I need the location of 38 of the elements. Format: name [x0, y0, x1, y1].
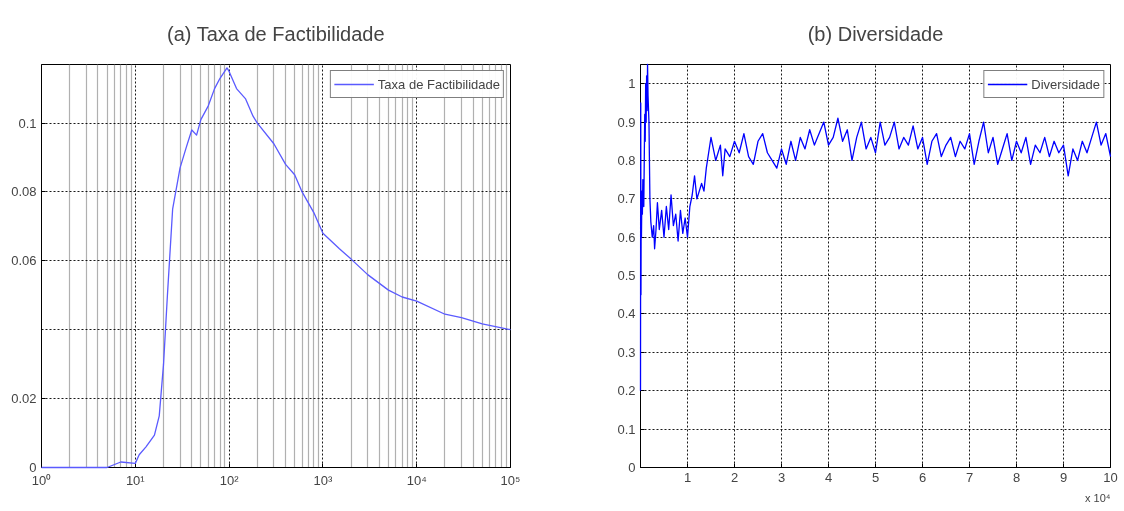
- x-tick-label: 7: [965, 469, 974, 485]
- y-tick-label: 0.5: [617, 268, 636, 284]
- x-tick-label: 8: [1012, 469, 1021, 485]
- y-tick-label: 0.06: [11, 253, 37, 269]
- x-tick-label: 6: [918, 469, 927, 485]
- y-tick-label: 1: [628, 76, 636, 92]
- x-tick-label: 10¹: [125, 472, 146, 488]
- y-tick-label: 0.7: [617, 191, 636, 207]
- x-tick-label: 3: [777, 469, 786, 485]
- x-tick-label: 1: [683, 469, 692, 485]
- x-tick-label: 10³: [313, 472, 333, 488]
- chart-title: (b) Diversidade: [807, 22, 944, 45]
- y-tick-label: 0.1: [617, 421, 636, 437]
- x-tick-label: 10⁰: [31, 472, 52, 488]
- y-tick-label: 0: [29, 460, 37, 475]
- legend-label: Taxa de Factibilidade: [377, 76, 500, 92]
- line-series: [639, 63, 1112, 392]
- x-tick-label: 5: [871, 469, 880, 485]
- y-tick-label: 0: [628, 460, 636, 475]
- y-tick-label: 0.3: [617, 344, 636, 360]
- y-tick-label: 0.6: [617, 229, 636, 245]
- y-tick-label: 0.1: [18, 115, 37, 131]
- text: x 10⁴: [1084, 491, 1111, 504]
- y-tick-label: 0.08: [11, 184, 37, 200]
- y-tick-label: 0.9: [617, 114, 636, 130]
- x-tick-label: 10⁴: [406, 472, 427, 488]
- x-tick-label: 4: [824, 469, 833, 485]
- legend-label: Diversidade: [1031, 76, 1100, 92]
- x-tick-label: 9: [1059, 469, 1068, 485]
- y-tick-label: 0.02: [11, 391, 37, 407]
- y-tick-label: 0.4: [617, 306, 636, 322]
- x-tick-label: 10: [1103, 469, 1118, 485]
- x-tick-label: 10²: [219, 472, 240, 488]
- y-tick-label: 0.2: [617, 383, 636, 399]
- x-tick-label: 2: [730, 469, 739, 485]
- chart-title: (a) Taxa de Factibilidade: [167, 22, 385, 45]
- y-tick-label: 0.8: [617, 152, 636, 168]
- x-tick-label: 10⁵: [500, 472, 521, 488]
